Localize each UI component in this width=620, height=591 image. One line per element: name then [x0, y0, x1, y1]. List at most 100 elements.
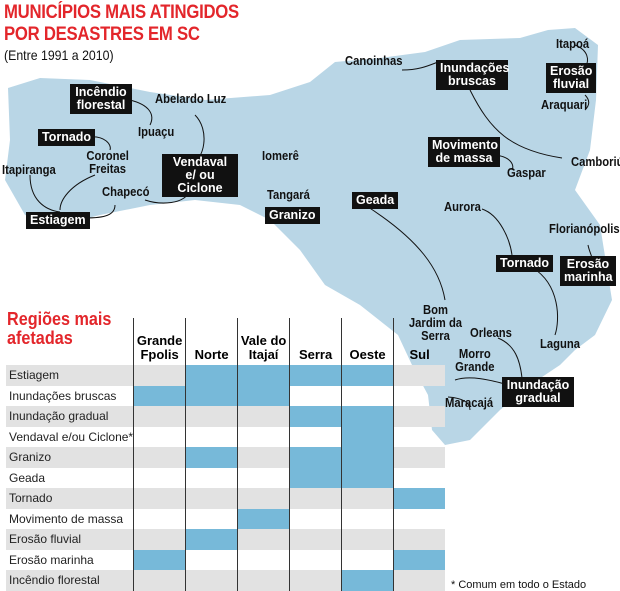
footnote: * Comum em todo o Estado — [451, 579, 587, 591]
table-row: Movimento de massa — [6, 508, 446, 529]
row-label: Erosão fluvial — [6, 529, 134, 550]
disaster-label-erosao-marinha: Erosão marinha — [560, 256, 616, 286]
disaster-label-vendaval: Vendaval e/ ou Ciclone — [162, 154, 238, 197]
table-row: Erosão fluvial — [6, 529, 446, 550]
cell-empty — [289, 508, 342, 529]
row-label: Erosão marinha — [9, 552, 94, 567]
cell-empty — [237, 447, 290, 468]
disaster-label-geada: Geada — [352, 192, 399, 209]
disaster-label-inundacao-gradual: Inundação gradual — [502, 377, 574, 407]
cell-empty — [133, 447, 186, 468]
cell-empty — [237, 467, 290, 488]
cell-affected — [341, 406, 394, 427]
table-title: Regiões mais afetadas — [7, 310, 111, 348]
column-header: Norte — [185, 318, 238, 365]
cell-empty — [393, 385, 446, 406]
cell-empty — [289, 529, 342, 550]
cell-affected — [341, 570, 394, 591]
cell-empty — [185, 406, 238, 427]
cell-affected — [185, 447, 238, 468]
cell-affected — [393, 549, 446, 570]
table-row: Incêndio florestal — [6, 570, 446, 591]
cell-affected — [341, 365, 394, 386]
main-title: MUNICÍPIOS MAIS ATINGIDOS POR DESASTRES E… — [4, 2, 239, 46]
cell-empty — [341, 549, 394, 570]
cell-empty — [133, 365, 186, 386]
column-header: Grande Fpolis — [133, 318, 186, 365]
disaster-label-inundacoes-bruscas: Inundações bruscas — [436, 60, 509, 90]
cell-empty — [133, 508, 186, 529]
cell-empty — [133, 406, 186, 427]
cell-empty — [185, 426, 238, 447]
cell-empty — [133, 426, 186, 447]
disaster-label-movimento-massa: Movimento de massa — [428, 137, 500, 167]
place-label: Itapiranga — [2, 163, 56, 177]
cell-empty — [133, 529, 186, 550]
column-header: Sul — [393, 318, 446, 365]
cell-empty — [185, 467, 238, 488]
cell-empty — [237, 426, 290, 447]
title-line-1: MUNICÍPIOS MAIS ATINGIDOS — [4, 2, 239, 23]
cell-empty — [289, 488, 342, 509]
row-label: Incêndio florestal — [6, 570, 134, 591]
cell-affected — [133, 549, 186, 570]
place-label: Morro Grande — [455, 347, 495, 374]
cell-empty — [185, 508, 238, 529]
cell-affected — [289, 467, 342, 488]
disaster-label-granizo: Granizo — [265, 207, 320, 224]
row-label: Geada — [9, 470, 46, 485]
table-row: Geada — [6, 467, 446, 488]
cell-empty — [393, 467, 446, 488]
column-header: Oeste — [341, 318, 394, 365]
column-header: Serra — [289, 318, 342, 365]
table-header: Grande Fpolis Norte Vale do Itajaí Serra Oes… — [6, 318, 446, 365]
cell-empty — [393, 447, 446, 468]
cell-empty — [393, 365, 446, 386]
disaster-label-incendio: Incêndio florestal — [70, 84, 132, 114]
place-label: Canoinhas — [345, 54, 403, 68]
place-label: Coronel Freitas — [86, 149, 129, 176]
table-row: Inundação gradual — [6, 406, 446, 427]
cell-empty — [341, 488, 394, 509]
place-label: Ipuaçu — [138, 125, 175, 139]
cell-empty — [289, 549, 342, 570]
cell-affected — [289, 447, 342, 468]
place-label: Iomerê — [262, 149, 299, 163]
cell-empty — [393, 570, 446, 591]
cell-empty — [341, 385, 394, 406]
place-label: Araquari — [541, 98, 588, 112]
table-row: Vendaval e/ou Ciclone* — [6, 426, 446, 447]
row-label: Tornado — [6, 488, 134, 509]
cell-affected — [237, 365, 290, 386]
place-label: Maracajá — [445, 396, 494, 410]
cell-empty — [237, 549, 290, 570]
row-label: Estiagem — [6, 365, 134, 386]
cell-affected — [289, 406, 342, 427]
cell-empty — [393, 529, 446, 550]
disaster-label-tornado: Tornado — [38, 129, 96, 146]
cell-affected — [185, 529, 238, 550]
cell-affected — [237, 508, 290, 529]
row-label: Inundações bruscas — [9, 388, 117, 403]
cell-affected — [237, 385, 290, 406]
column-header: Vale do Itajaí — [237, 318, 290, 365]
row-label: Movimento de massa — [9, 511, 124, 526]
cell-empty — [289, 570, 342, 591]
cell-empty — [289, 385, 342, 406]
cell-affected — [185, 385, 238, 406]
subtitle: (Entre 1991 a 2010) — [4, 47, 114, 63]
place-label: Florianópolis — [549, 222, 620, 236]
cell-empty — [237, 406, 290, 427]
table-row: Estiagem — [6, 365, 446, 386]
cell-empty — [237, 529, 290, 550]
disaster-label-estiagem: Estiagem — [26, 212, 90, 229]
cell-empty — [237, 570, 290, 591]
regions-table: Grande Fpolis Norte Vale do Itajaí Serra Oes… — [6, 318, 446, 591]
cell-empty — [341, 508, 394, 529]
cell-affected — [341, 447, 394, 468]
place-label: Camboriú — [571, 155, 620, 169]
disaster-label-erosao-fluvial: Erosão fluvial — [546, 63, 596, 93]
cell-empty — [393, 426, 446, 447]
cell-affected — [289, 365, 342, 386]
